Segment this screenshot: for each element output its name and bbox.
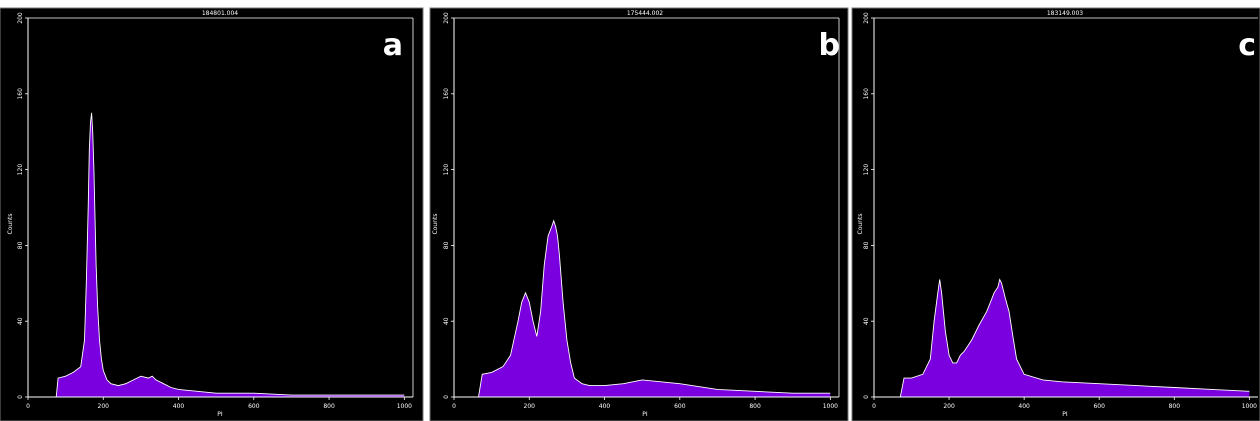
- panel-b-background: [429, 7, 849, 421]
- panel-b-x-tick-label: 1000: [823, 403, 838, 410]
- panel-b-x-tick-label: 800: [749, 403, 761, 410]
- panel-c-y-tick-label: 160: [863, 88, 870, 100]
- panel-a-x-tick-label: 200: [98, 403, 110, 410]
- panel-c-y-ticks: 0 40 80 120 160 200: [863, 12, 874, 399]
- panel-a-background: [0, 7, 424, 421]
- panel-c: 0 200 400 600 800 1000 0 40 80 120 160 200 183149.…: [851, 7, 1260, 421]
- panel-c-x-tick-label: 600: [1093, 403, 1105, 410]
- panel-b-y-tick-label: 0: [443, 395, 450, 399]
- panel-a-y-tick-label: 120: [17, 164, 24, 176]
- panel-a-y-tick-label: 160: [17, 88, 24, 100]
- panel-b-x-tick-label: 600: [674, 403, 686, 410]
- panel-a-y-tick-label: 0: [17, 395, 24, 399]
- panel-a-y-label: Counts: [7, 214, 14, 235]
- panel-c-y-tick-label: 40: [863, 317, 870, 325]
- panel-c-letter: c: [1238, 28, 1256, 63]
- panel-a-x-tick-label: 600: [248, 403, 260, 410]
- panel-b-x-tick-label: 200: [524, 403, 536, 410]
- panel-b-y-label: Counts: [432, 214, 439, 235]
- panel-a-series-area: [28, 112, 405, 398]
- panel-c-series-area: [874, 278, 1250, 398]
- panel-c-x-ticks: 0 200 400 600 800 1000: [872, 397, 1257, 410]
- panel-a-x-label: PI: [217, 411, 223, 418]
- panel-b-x-label: PI: [642, 411, 648, 418]
- panel-a: 0 200 400 600 800 1000 0 40 80 120 160 200 184801.…: [0, 7, 424, 421]
- panel-c-y-label: Counts: [857, 214, 864, 235]
- panel-a-x-tick-label: 800: [323, 403, 335, 410]
- panel-c-x-tick-label: 200: [943, 403, 955, 410]
- panel-b: 0 200 400 600 800 1000 0 40 80 120 160 200 175444.…: [429, 7, 849, 421]
- panel-c-y-tick-label: 0: [863, 395, 870, 399]
- panel-b-series-area: [454, 219, 831, 398]
- panel-b-histogram-outline: [454, 219, 831, 398]
- panel-c-y-tick-label: 80: [863, 241, 870, 249]
- panel-a-x-tick-label: 400: [173, 403, 185, 410]
- panel-c-histogram-outline: [874, 278, 1250, 398]
- panel-a-x-tick-label: 1000: [397, 403, 412, 410]
- panel-b-y-tick-label: 160: [443, 88, 450, 100]
- panel-b-y-ticks: 0 40 80 120 160 200: [443, 12, 454, 399]
- panel-b-title: 175444.002: [627, 10, 663, 17]
- panel-c-x-tick-label: 400: [1018, 403, 1030, 410]
- panel-c-x-tick-label: 800: [1169, 403, 1181, 410]
- panel-a-y-ticks: 0 40 80 120 160 200: [17, 12, 28, 399]
- panel-c-x-tick-label: 1000: [1242, 403, 1257, 410]
- panel-a-x-ticks: 0 200 400 600 800 1000: [26, 397, 412, 410]
- panel-c-y-tick-label: 200: [863, 12, 870, 24]
- panel-a-title: 184801.004: [202, 10, 238, 17]
- panel-c-x-tick-label: 0: [872, 403, 876, 410]
- panel-c-x-label: PI: [1062, 411, 1068, 418]
- panel-b-x-tick-label: 0: [452, 403, 456, 410]
- panel-b-histogram-fill: [454, 220, 831, 397]
- panel-a-y-tick-label: 80: [17, 241, 24, 249]
- panel-c-y-tick-label: 120: [863, 164, 870, 176]
- panel-c-background: [851, 7, 1260, 421]
- panel-a-y-tick-label: 40: [17, 317, 24, 325]
- panel-a-histogram-outline: [28, 112, 405, 398]
- panel-a-x-tick-label: 0: [26, 403, 30, 410]
- panel-c-histogram-fill: [874, 279, 1250, 397]
- panel-b-y-tick-label: 120: [443, 164, 450, 176]
- panel-b-y-tick-label: 80: [443, 241, 450, 249]
- panel-a-y-tick-label: 200: [17, 12, 24, 24]
- panel-b-letter: b: [819, 28, 840, 63]
- panel-b-y-tick-label: 200: [443, 12, 450, 24]
- panel-c-title: 183149.003: [1047, 10, 1083, 17]
- panel-a-letter: a: [383, 28, 403, 63]
- panel-b-x-ticks: 0 200 400 600 800 1000: [452, 397, 838, 410]
- panel-b-x-tick-label: 400: [599, 403, 611, 410]
- panel-b-y-tick-label: 40: [443, 317, 450, 325]
